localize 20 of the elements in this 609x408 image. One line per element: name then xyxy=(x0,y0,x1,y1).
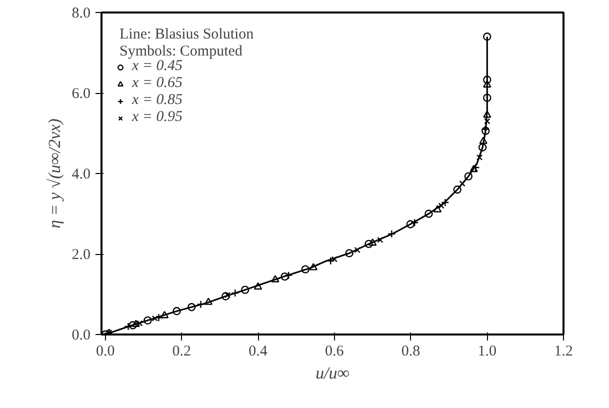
annotation: Line: Blasius Solution xyxy=(120,26,254,42)
annotation: Symbols: Computed xyxy=(120,44,243,60)
y-tick-label: 2.0 xyxy=(72,247,90,263)
x-tick-label: 0.0 xyxy=(96,344,115,360)
x-tick-label: 0.8 xyxy=(401,344,420,360)
y-tick-label: 0.0 xyxy=(72,328,90,344)
x-tick-label: 0.2 xyxy=(172,344,192,360)
y-tick-label: 4.0 xyxy=(72,166,90,182)
legend-label: x = 0.85 xyxy=(132,92,183,109)
y-tick-label: 6.0 xyxy=(72,86,90,102)
y-axis-title: η = y √(u∞/2νx) xyxy=(44,118,64,228)
legend-label: x = 0.65 xyxy=(132,75,183,92)
legend-label: x = 0.95 xyxy=(132,109,183,126)
y-tick-label: 8.0 xyxy=(72,6,90,22)
x-tick-label: 1.0 xyxy=(478,344,497,360)
x-tick-label: 0.6 xyxy=(325,344,344,360)
x-tick-label: 1.2 xyxy=(554,344,573,360)
x-axis-title: u/u∞ xyxy=(316,364,350,382)
legend-label: x = 0.45 xyxy=(132,58,183,75)
x-tick-label: 0.4 xyxy=(248,344,268,360)
